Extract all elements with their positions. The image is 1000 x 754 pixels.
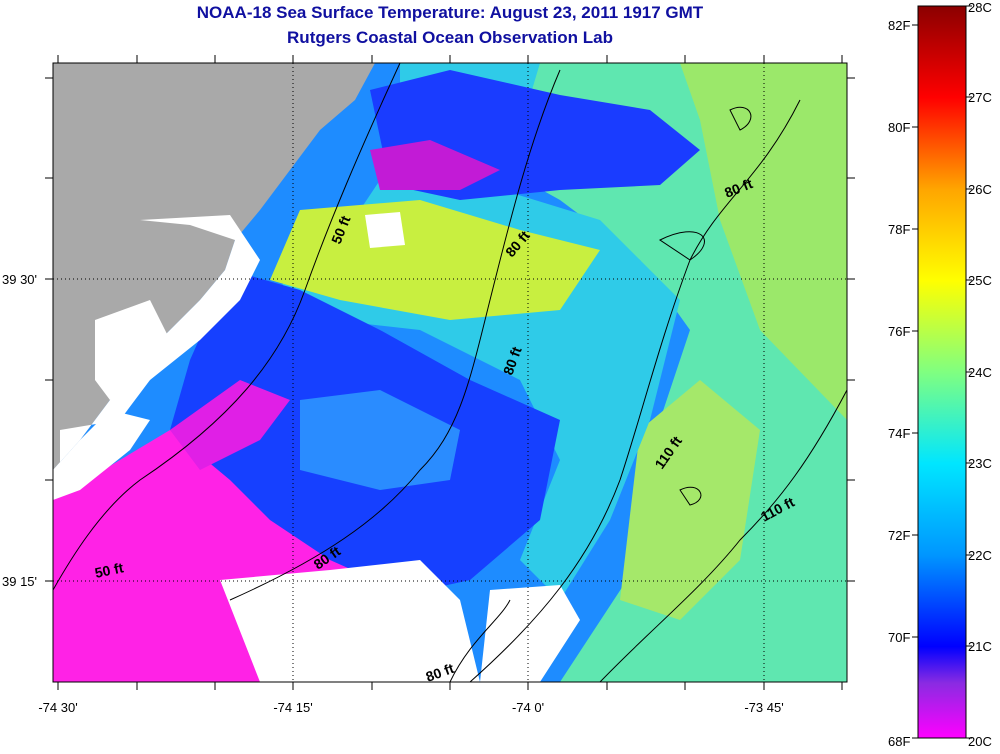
sst-warmest-region <box>680 63 847 420</box>
lon-label-74-0: -74 0' <box>512 700 544 715</box>
lon-label-74-30: -74 30' <box>38 700 77 715</box>
depth-label: 50 ft <box>93 559 125 581</box>
lat-label-39-15: 39 15' <box>2 574 37 589</box>
bathymetry-contours <box>53 63 847 682</box>
sst-north-magenta <box>370 140 500 190</box>
frame-ticks <box>45 55 855 690</box>
nodata-area-south <box>220 560 480 682</box>
lat-label-39-30: 39 30' <box>2 272 37 287</box>
nodata-area-north <box>365 212 405 248</box>
lon-label-74-15: -74 15' <box>273 700 312 715</box>
graticule <box>53 63 847 682</box>
bay-nodata <box>95 300 170 400</box>
sst-warm-patch <box>620 380 760 620</box>
sst-mid-band <box>280 63 680 600</box>
sst-cold-inner <box>300 390 460 490</box>
nodata-area-southeast <box>480 585 580 682</box>
lon-label-73-45: -73 45' <box>744 700 783 715</box>
sst-cold-patch <box>170 380 290 470</box>
map-title: NOAA-18 Sea Surface Temperature: August … <box>196 3 704 22</box>
map-subtitle: Rutgers Coastal Ocean Observation Lab <box>287 28 613 47</box>
sst-yellow-band <box>270 200 600 320</box>
inlet-nodata <box>53 410 150 500</box>
